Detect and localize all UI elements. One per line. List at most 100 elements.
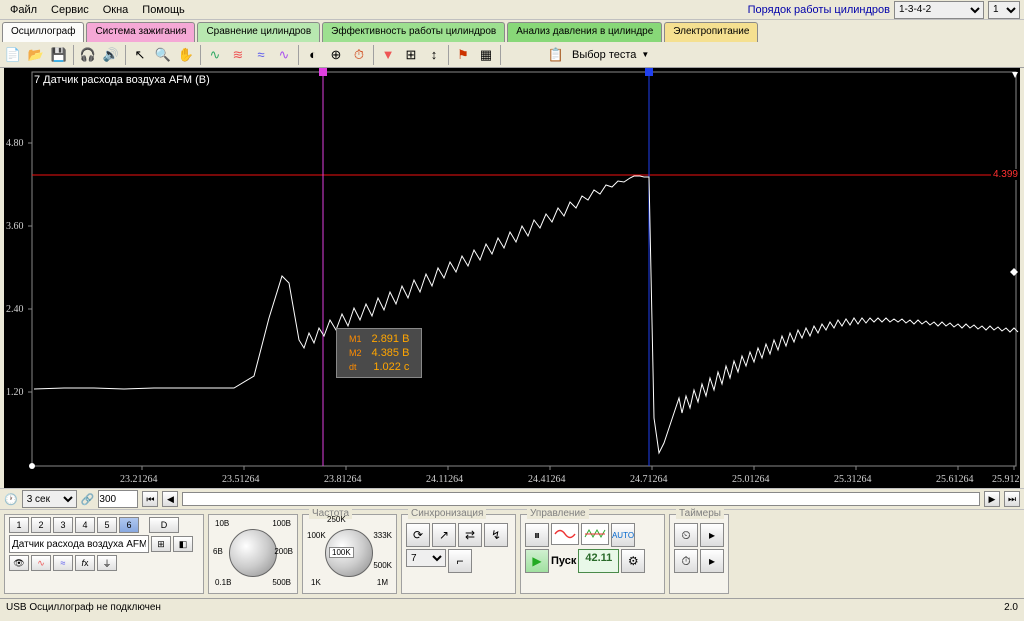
timer1b-icon[interactable]: ▸ [700,523,724,547]
firing-order-select[interactable]: 1-3-4-2 [894,1,984,19]
link-icon[interactable]: 🔗 [81,493,95,506]
pointer-icon[interactable]: ↖ [129,44,151,66]
sync-btn-1[interactable]: ⟳ [406,523,430,547]
pause-icon[interactable]: ⏸ [525,523,549,547]
sync-edge-icon[interactable]: ⌐ [448,549,472,573]
wave2-icon[interactable]: ≋ [227,44,249,66]
grid-icon[interactable]: ⊞ [400,44,422,66]
channel-panel: 1 2 3 4 5 6 D ⊞ ◧ 👁 ∿ ≈ fx ⏚ [4,514,204,594]
oscilloscope-display[interactable]: 7 Датчик расхода воздуха AFM (В) 4.80 3.6… [4,68,1020,488]
nav-first-icon[interactable]: ⏮ [142,491,158,507]
voltage-knob[interactable] [229,529,277,577]
channel-title: 7 Датчик расхода воздуха AFM (В) [34,74,210,86]
menu-file[interactable]: Файл [4,2,43,18]
wave-a-icon[interactable]: ∿ [31,555,51,571]
menu-service[interactable]: Сервис [45,2,95,18]
timer2-icon[interactable]: ⏱ [674,549,698,573]
tab-oscilloscope[interactable]: Осциллограф [2,22,84,42]
settings-icon[interactable]: ⚙ [621,549,645,573]
control-group: Управление ⏸ AUTO ▶ Пуск 42.11 ⚙ [520,514,665,594]
play-label: Пуск [551,555,576,567]
ruler-icon[interactable]: ↕ [423,44,445,66]
menu-windows[interactable]: Окна [97,2,135,18]
nav-next-icon[interactable]: ▶ [984,491,1000,507]
sync-ch-select[interactable]: 7 [406,549,446,567]
nav-prev-icon[interactable]: ◀ [162,491,178,507]
tab-compare[interactable]: Сравнение цилиндров [197,22,320,42]
wave3-icon[interactable]: ≈ [250,44,272,66]
timers-panel: Таймеры ⏲ ▸ ⏱ ▸ [669,514,729,594]
ctrl-title: Управление [527,508,589,519]
time-val-input[interactable] [98,490,138,508]
ch-btn-5[interactable]: 5 [97,517,117,533]
wave-multi-icon[interactable] [581,523,609,545]
sync-btn-3[interactable]: ⇄ [458,523,482,547]
ch-btn-2[interactable]: 2 [31,517,51,533]
meter-icon[interactable]: ⊕ [325,44,347,66]
svg-text:3.60: 3.60 [6,221,24,232]
readout-value: 42.11 [578,549,619,573]
tab-pressure[interactable]: Анализ давления в цилиндре [507,22,662,42]
status-right: 2.0 [1004,602,1018,613]
flag-icon[interactable]: ⚑ [452,44,474,66]
test-select-label[interactable]: Выбор теста [568,49,640,61]
filter-icon[interactable]: ▼ [377,44,399,66]
timer1-icon[interactable]: ⏲ [674,523,698,547]
auto-icon[interactable]: AUTO [611,523,635,547]
svg-text:4.80: 4.80 [6,138,24,149]
timer2b-icon[interactable]: ▸ [700,549,724,573]
tab-power[interactable]: Электропитание [664,22,758,42]
menu-help[interactable]: Помощь [136,2,191,18]
ch-btn-6[interactable]: 6 [119,517,139,533]
main-toolbar: 📄 📂 💾 🎧 🔊 ↖ 🔍 ✋ ∿ ≋ ≈ ∿ ◐ ⊕ ⏱ ▼ ⊞ ↕ ⚑ ▦ … [0,42,1024,68]
svg-text:23.21264: 23.21264 [120,474,158,485]
tab-ignition[interactable]: Система зажигания [86,22,195,42]
sync-btn-2[interactable]: ↗ [432,523,456,547]
wave-red-icon[interactable] [551,523,579,545]
svg-text:23.81264: 23.81264 [324,474,362,485]
svg-text:25.31264: 25.31264 [834,474,872,485]
cursor-readout-box: M12.891 В M24.385 В dt1.022 с [336,328,422,378]
sync-btn-4[interactable]: ↯ [484,523,508,547]
zoom-icon[interactable]: 🔍 [152,44,174,66]
time-scrollbar[interactable] [182,492,980,506]
test-icon[interactable]: 📋 [545,44,567,66]
open-icon[interactable]: 📂 [25,44,47,66]
nav-last-icon[interactable]: ⏭ [1004,491,1020,507]
eye-icon[interactable]: 👁 [9,555,29,571]
clock-icon: 🕐 [4,493,18,506]
gauge-icon[interactable]: ◐ [302,44,324,66]
control-panel: 1 2 3 4 5 6 D ⊞ ◧ 👁 ∿ ≈ fx ⏚ 10B 100B 6B [0,510,1024,598]
speaker-icon[interactable]: 🔊 [100,44,122,66]
ch-opt1-icon[interactable]: ⊞ [151,536,171,552]
save-icon[interactable]: 💾 [48,44,70,66]
doc-icon[interactable]: ▦ [475,44,497,66]
ch-btn-3[interactable]: 3 [53,517,73,533]
sync-panel: Синхронизация ⟳ ↗ ⇄ ↯ 7 ⌐ [401,514,516,594]
wave4-icon[interactable]: ∿ [273,44,295,66]
wave-b-icon[interactable]: ≈ [53,555,73,571]
ch-btn-1[interactable]: 1 [9,517,29,533]
play-button[interactable]: ▶ [525,549,549,573]
svg-text:24.71264: 24.71264 [630,474,668,485]
frequency-panel: Частота 250K 100K 333K 100K 500K 1K 1M [302,514,397,594]
svg-text:25.01264: 25.01264 [732,474,770,485]
timers-title: Таймеры [676,508,724,519]
status-left: USB Осциллограф не подключен [6,602,161,613]
headphone-icon[interactable]: 🎧 [77,44,99,66]
ch-btn-d[interactable]: D [149,517,179,533]
firing-order-num[interactable]: 1 [988,1,1020,19]
tabbar: Осциллограф Система зажигания Сравнение … [0,20,1024,42]
timer-icon[interactable]: ⏱ [348,44,370,66]
tab-efficiency[interactable]: Эффективность работы цилиндров [322,22,505,42]
wave1-icon[interactable]: ∿ [204,44,226,66]
fx-icon[interactable]: fx [75,555,95,571]
ground-icon[interactable]: ⏚ [97,555,117,571]
channel-name-input[interactable] [9,535,149,553]
time-sec-select[interactable]: 3 сек [22,490,77,508]
hand-icon[interactable]: ✋ [175,44,197,66]
new-icon[interactable]: 📄 [2,44,24,66]
marker-value: 4.399 [991,169,1020,180]
ch-opt2-icon[interactable]: ◧ [173,536,193,552]
ch-btn-4[interactable]: 4 [75,517,95,533]
